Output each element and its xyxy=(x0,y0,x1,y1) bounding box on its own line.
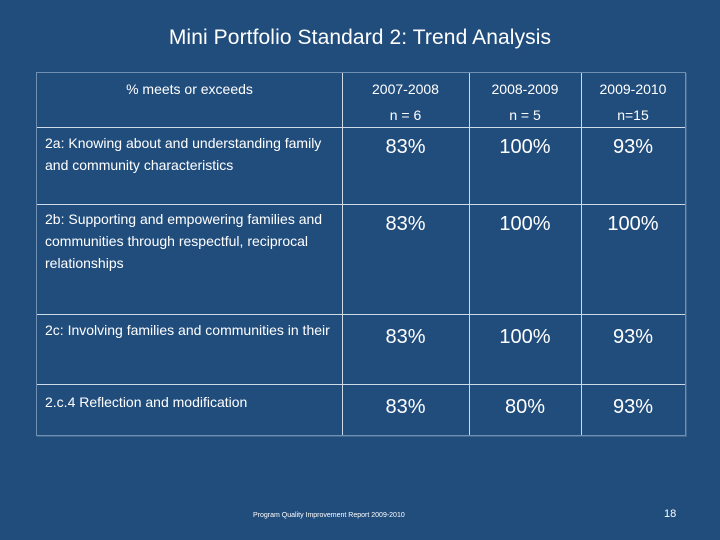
row-label-2c4: 2.c.4 Reflection and modification xyxy=(45,394,248,410)
table-vertical-divider xyxy=(469,73,470,435)
column-n-2008-2009: n = 5 xyxy=(509,107,541,123)
row-2a-2008-2009-value: 100% xyxy=(499,136,551,158)
column-year-2008-2009: 2008-2009 xyxy=(491,81,559,97)
row-2c4-2007-2008-value: 83% xyxy=(385,396,426,418)
trend-analysis-table: % meets or exceeds 2007-2008 n = 6 2008-… xyxy=(36,72,686,436)
table-row-divider xyxy=(37,384,685,385)
row-label-2b: 2b: Supporting and empowering families a… xyxy=(45,211,323,271)
row-2c4-2009-2010-value: 93% xyxy=(612,396,654,418)
slide-footer: Program Quality Improvement Report 2009-… xyxy=(253,512,405,519)
column-year-2009-2010: 2009-2010 xyxy=(599,81,667,97)
row-2b-2009-2010-value: 100% xyxy=(607,213,659,235)
row-label-2c: 2c: Involving families and communities i… xyxy=(45,322,330,338)
page-number: 18 xyxy=(664,508,677,520)
table-vertical-divider xyxy=(581,73,582,435)
table-row-divider xyxy=(37,204,685,205)
column-year-2007-2008: 2007-2008 xyxy=(372,81,439,97)
table-vertical-divider xyxy=(342,73,343,435)
table-row-divider xyxy=(37,314,685,315)
row-2b-2007-2008-value: 83% xyxy=(385,213,426,235)
row-2c-2008-2009-value: 100% xyxy=(499,326,551,348)
row-2c4-2008-2009-value: 80% xyxy=(504,396,546,418)
row-2a-2009-2010-value: 93% xyxy=(612,136,654,158)
slide-title: Mini Portfolio Standard 2: Trend Analysi… xyxy=(168,26,552,49)
column-n-2009-2010: n=15 xyxy=(617,107,649,123)
row-2c-2007-2008-value: 83% xyxy=(385,326,426,348)
row-2b-2008-2009-value: 100% xyxy=(499,213,551,235)
table-header-divider xyxy=(37,127,685,128)
row-2a-2007-2008-value: 83% xyxy=(385,136,426,158)
table-header-label: % meets or exceeds xyxy=(126,81,253,97)
row-label-2a: 2a: Knowing about and understanding fami… xyxy=(45,135,322,173)
column-n-2007-2008: n = 6 xyxy=(389,107,422,123)
row-2c-2009-2010-value: 93% xyxy=(612,326,654,348)
